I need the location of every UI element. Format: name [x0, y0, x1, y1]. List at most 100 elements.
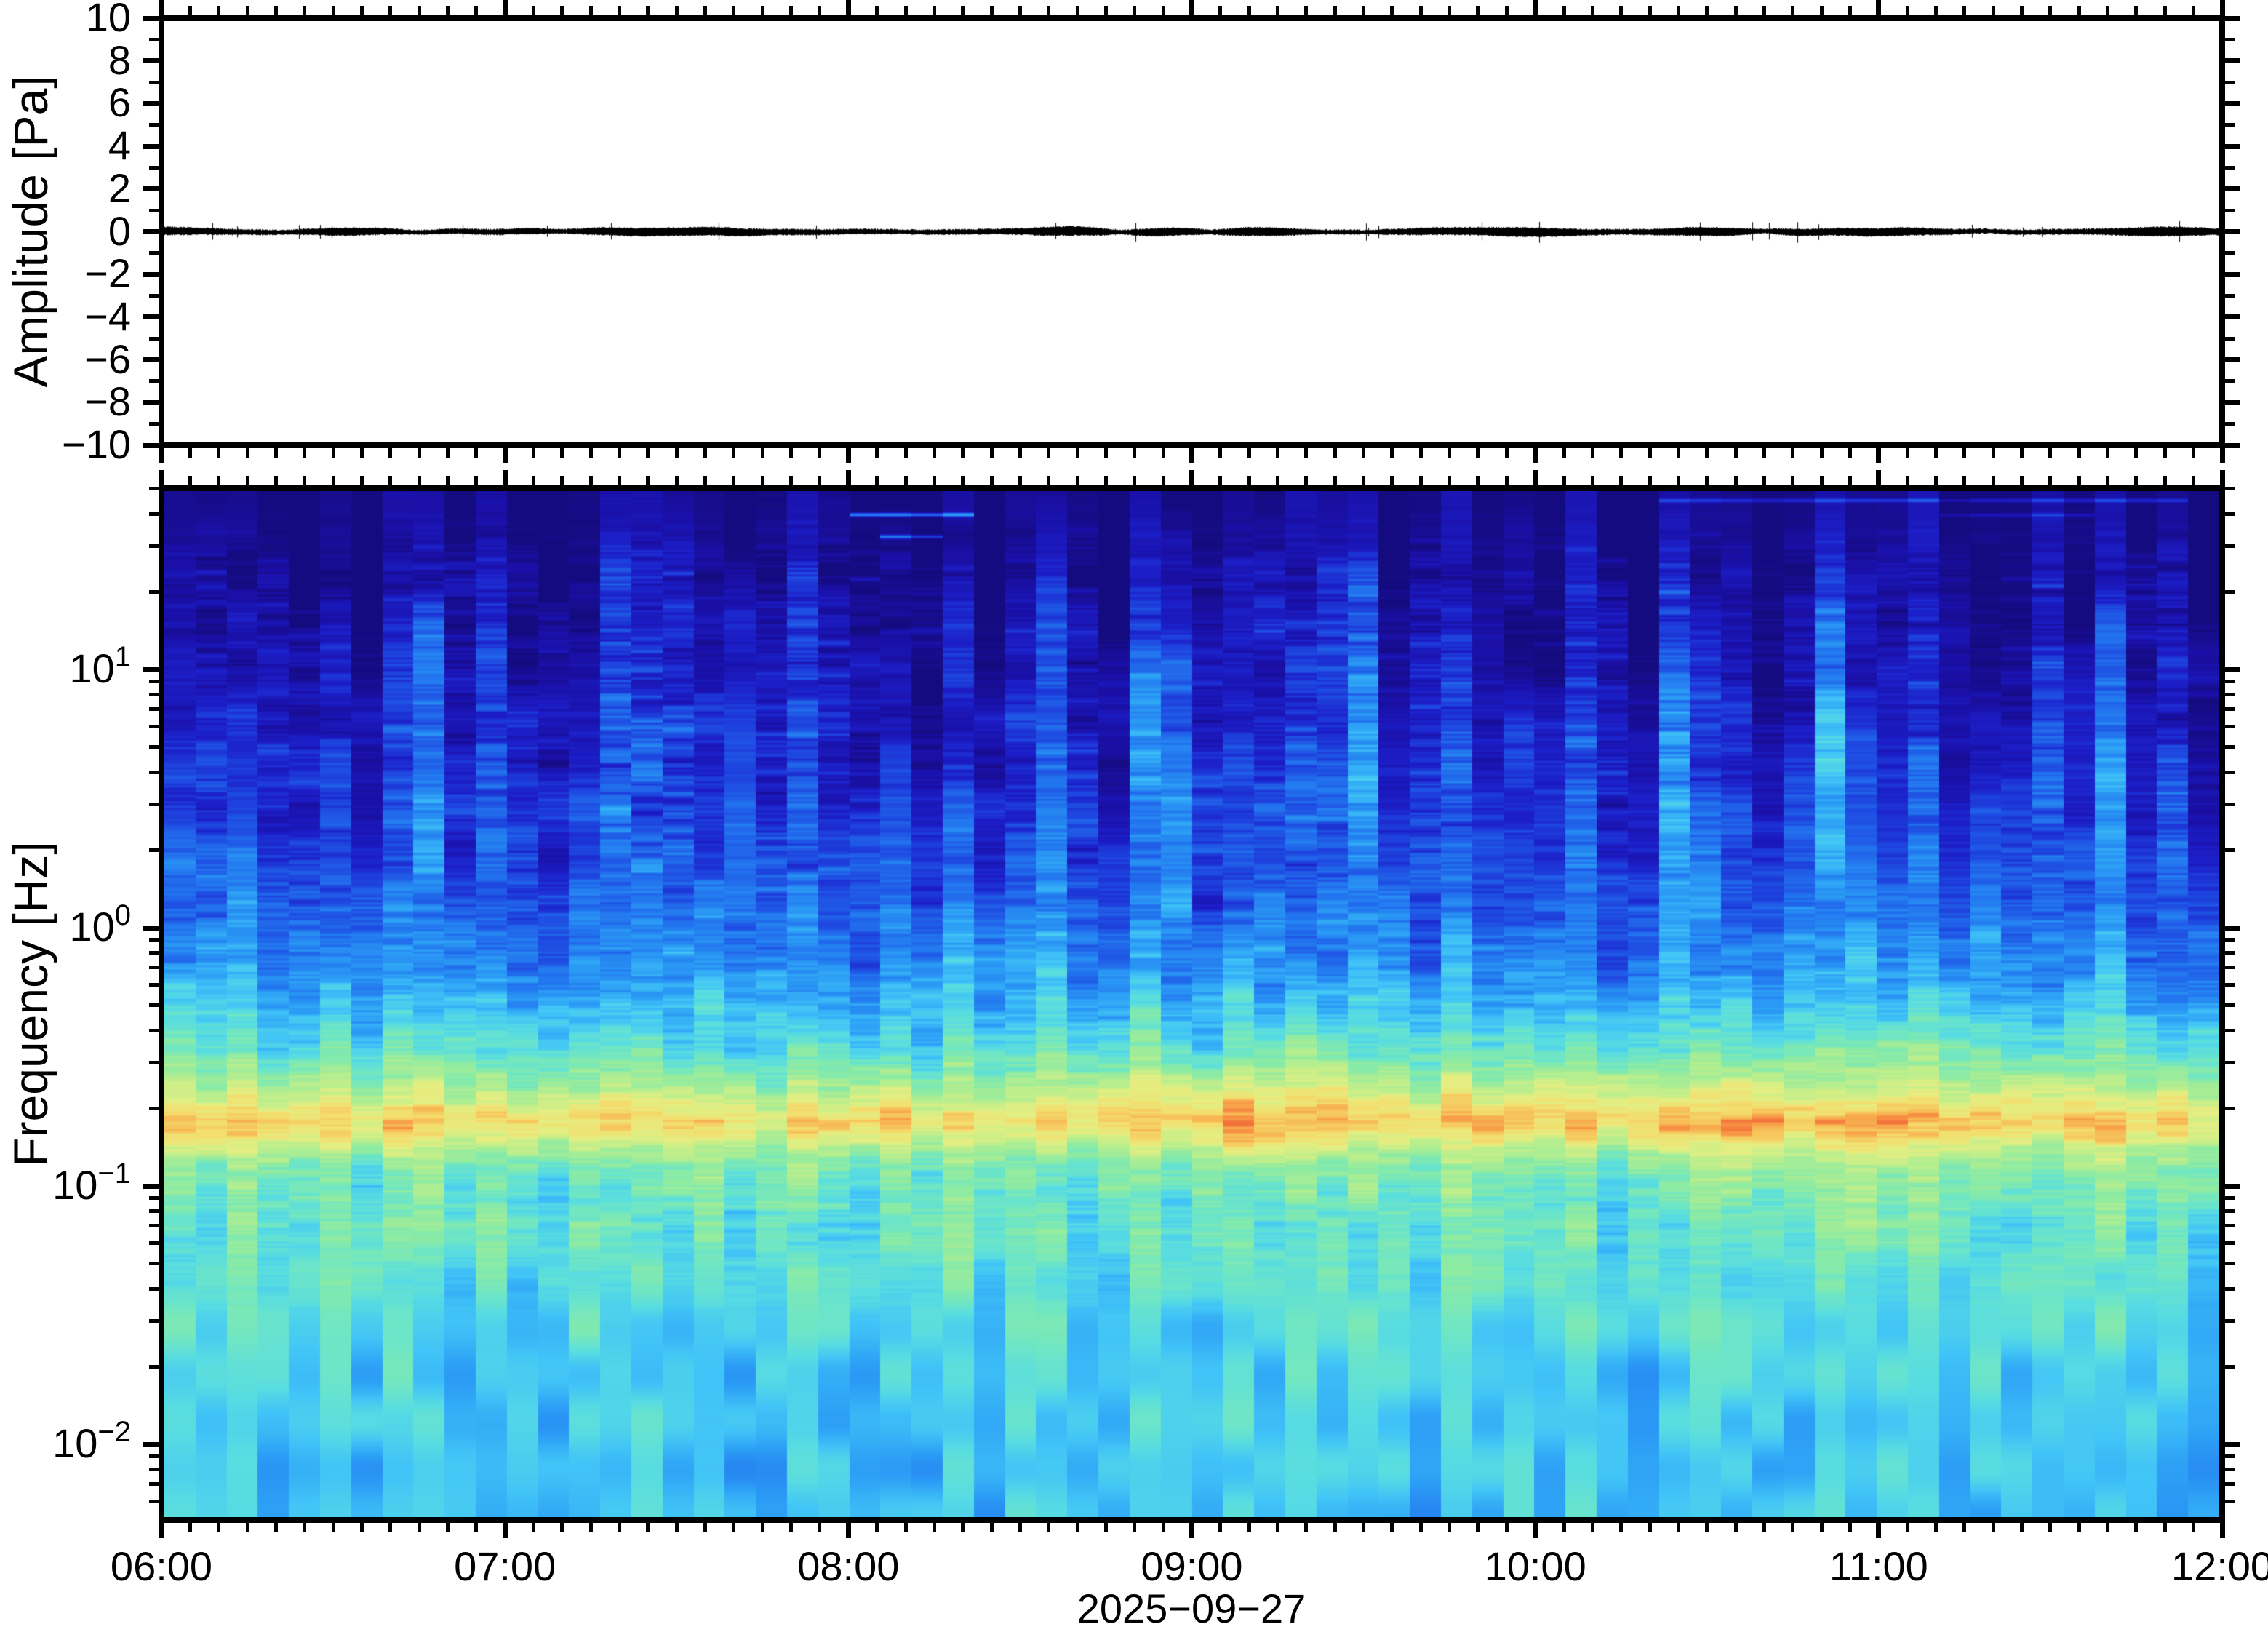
waveform-y-tick-label: −6: [84, 335, 131, 382]
axis-tick: [1934, 6, 1938, 15]
axis-tick: [2225, 1195, 2235, 1200]
axis-tick: [2225, 1209, 2235, 1213]
axis-tick: [2077, 1523, 2081, 1532]
axis-tick: [1075, 1523, 1079, 1532]
waveform-y-tick-label: −2: [84, 250, 131, 297]
axis-tick: [149, 966, 159, 970]
axis-tick: [2225, 37, 2235, 41]
axis-tick: [875, 476, 879, 485]
axis-tick: [2225, 745, 2235, 749]
axis-tick: [1562, 476, 1566, 485]
axis-tick: [646, 476, 650, 485]
axis-tick: [149, 679, 159, 683]
axis-tick: [818, 448, 822, 458]
axis-tick: [149, 1061, 159, 1065]
axis-tick: [789, 476, 794, 485]
axis-tick: [2225, 950, 2235, 955]
axis-tick: [474, 1523, 479, 1532]
axis-tick: [359, 476, 364, 485]
waveform-panel-frame: [159, 15, 2225, 448]
axis-tick: [732, 448, 736, 458]
axis-tick: [1648, 476, 1652, 485]
axis-tick: [1733, 1523, 1738, 1532]
axis-tick: [1333, 448, 1337, 458]
axis-tick: [2077, 476, 2081, 485]
axis-tick: [2020, 448, 2024, 458]
axis-tick: [532, 448, 535, 458]
axis-tick: [1791, 476, 1795, 485]
axis-tick: [2225, 251, 2235, 255]
axis-tick: [1161, 6, 1165, 15]
axis-tick: [1247, 1523, 1251, 1532]
waveform-y-tick-label: −8: [84, 378, 131, 425]
axis-tick: [2020, 476, 2024, 485]
axis-tick: [1934, 476, 1938, 485]
axis-tick: [143, 1441, 159, 1447]
axis-tick: [1448, 448, 1452, 458]
axis-tick: [2225, 208, 2235, 212]
waveform-y-axis-title: Amplitude [Pa]: [4, 75, 57, 388]
axis-tick: [903, 476, 908, 485]
axis-tick: [1304, 448, 1309, 458]
axis-tick: [1905, 1523, 1909, 1532]
axis-tick: [2225, 1003, 2235, 1008]
axis-tick: [1819, 448, 1824, 458]
axis-tick: [143, 442, 159, 448]
axis-tick: [703, 1523, 708, 1532]
axis-tick: [1876, 470, 1882, 485]
axis-tick: [2225, 983, 2235, 987]
axis-tick: [1018, 1523, 1022, 1532]
x-axis-hour-label: 10:00: [1484, 1543, 1586, 1589]
axis-tick: [1103, 476, 1108, 485]
axis-tick: [1018, 448, 1022, 458]
axis-tick: [2225, 544, 2235, 549]
axis-tick: [359, 448, 364, 458]
axis-tick: [1876, 0, 1882, 15]
axis-tick: [303, 1523, 307, 1532]
axis-tick: [474, 476, 479, 485]
axis-tick: [149, 512, 159, 516]
x-axis-hour-label: 11:00: [1829, 1543, 1928, 1589]
axis-tick: [149, 379, 159, 383]
axis-tick: [2163, 1523, 2167, 1532]
axis-tick: [149, 336, 159, 341]
axis-tick: [143, 399, 159, 405]
axis-tick: [845, 0, 851, 15]
axis-tick: [732, 1523, 736, 1532]
axis-tick: [245, 6, 249, 15]
axis-tick: [1848, 476, 1852, 485]
axis-tick: [760, 448, 764, 458]
axis-tick: [2225, 1224, 2235, 1228]
axis-tick: [618, 6, 622, 15]
axis-tick: [149, 589, 159, 594]
axis-tick: [143, 229, 159, 234]
axis-tick: [2225, 966, 2235, 970]
axis-tick: [1189, 0, 1194, 15]
axis-tick: [1791, 6, 1795, 15]
axis-tick: [331, 476, 335, 485]
axis-tick: [618, 448, 622, 458]
axis-tick: [159, 470, 164, 485]
waveform-y-tick-label: −10: [62, 421, 131, 468]
waveform-y-tick-label: −4: [84, 293, 131, 340]
axis-tick: [703, 448, 708, 458]
axis-tick: [2225, 294, 2235, 298]
axis-tick: [149, 745, 159, 749]
axis-tick: [149, 950, 159, 955]
axis-tick: [2219, 1523, 2225, 1538]
axis-tick: [2134, 1523, 2139, 1532]
axis-tick: [2225, 314, 2240, 320]
axis-tick: [1533, 448, 1538, 463]
axis-tick: [1848, 6, 1852, 15]
axis-tick: [1590, 6, 1594, 15]
x-axis-hour-label: 08:00: [797, 1543, 900, 1589]
axis-tick: [1218, 476, 1223, 485]
axis-tick: [1848, 1523, 1852, 1532]
axis-tick: [732, 6, 736, 15]
axis-tick: [149, 1286, 159, 1291]
axis-tick: [1905, 476, 1909, 485]
axis-tick: [502, 1523, 508, 1538]
axis-tick: [1276, 476, 1280, 485]
axis-tick: [932, 1523, 936, 1532]
axis-tick: [188, 476, 192, 485]
